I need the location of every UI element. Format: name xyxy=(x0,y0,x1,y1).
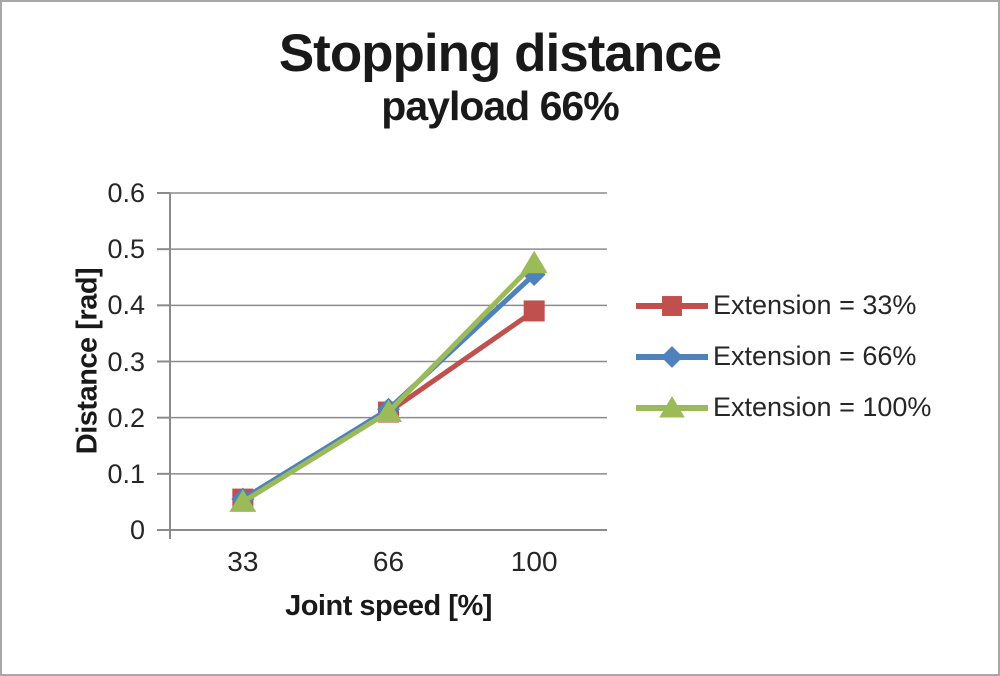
legend-label: Extension = 100% xyxy=(713,392,932,422)
x-axis-title: Joint speed [%] xyxy=(285,590,492,622)
x-tick-label: 100 xyxy=(510,546,558,577)
legend-swatch-square-icon xyxy=(634,289,710,323)
legend-marker-triangle xyxy=(636,395,708,417)
chart-subtitle: payload 66% xyxy=(381,83,619,130)
x-tick-label: 33 xyxy=(227,546,259,577)
data-point-triangle xyxy=(229,489,257,512)
legend-item-extension-100: Extension = 100% xyxy=(634,382,931,433)
y-tick-label: 0.4 xyxy=(107,290,145,321)
y-tick-label: 0 xyxy=(129,515,145,545)
legend: Extension = 33% Extension = 66% Extensio… xyxy=(634,280,931,433)
legend-swatch-diamond-icon xyxy=(634,340,710,374)
y-tick-label: 0.6 xyxy=(107,178,145,208)
legend-marker-shape xyxy=(662,295,682,316)
series-line-triangle xyxy=(241,261,536,505)
legend-marker-shape xyxy=(659,395,685,417)
legend-marker-shape xyxy=(661,345,683,368)
y-tick-label: 0.2 xyxy=(107,402,145,433)
y-axis-title: Distance [rad] xyxy=(71,267,104,455)
data-point-triangle xyxy=(520,250,548,274)
legend-marker-square xyxy=(636,295,708,316)
legend-label: Extension = 66% xyxy=(713,341,917,371)
legend-item-extension-66: Extension = 66% xyxy=(634,331,931,382)
y-tick-label: 0.3 xyxy=(107,346,145,377)
legend-marker-diamond xyxy=(636,345,708,368)
chart-title: Stopping distance xyxy=(278,24,722,83)
y-tick-label: 0.1 xyxy=(107,458,145,489)
legend-label: Extension = 33% xyxy=(713,290,917,320)
legend-item-extension-33: Extension = 33% xyxy=(634,280,931,331)
y-tick-label: 0.5 xyxy=(107,234,145,265)
data-point-triangle xyxy=(375,399,402,423)
data-point-square xyxy=(523,300,545,322)
x-tick-label: 66 xyxy=(372,546,405,577)
chart-title-block: Stopping distance payload 66% xyxy=(0,24,1000,131)
legend-swatch-triangle-icon xyxy=(634,391,710,425)
